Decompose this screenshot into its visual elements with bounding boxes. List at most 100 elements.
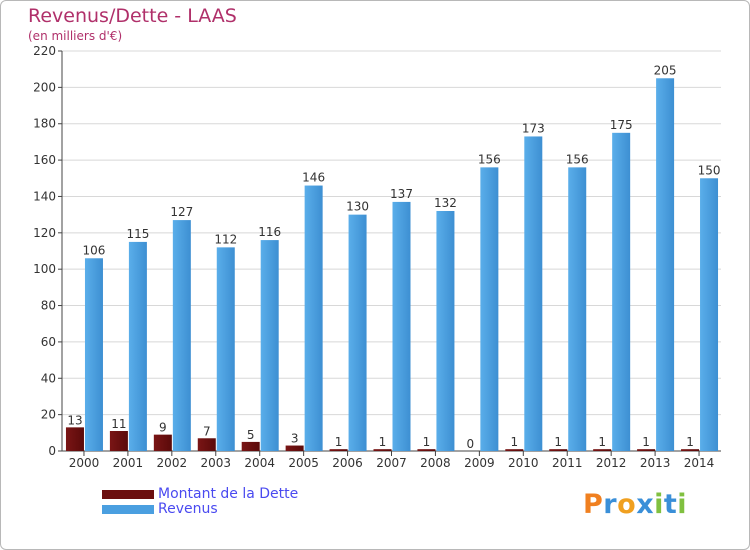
data-label-revenus: 106 (83, 243, 106, 257)
logo-letter: i (677, 489, 688, 520)
data-label-dette: 1 (510, 435, 518, 449)
x-tick-label: 2007 (376, 456, 407, 470)
x-tick-label: 2013 (640, 456, 671, 470)
x-tick-label: 2000 (69, 456, 100, 470)
chart-title: Revenus/Dette - LAAS (28, 5, 237, 27)
logo-letter: t (663, 489, 678, 520)
y-tick-label: 80 (41, 299, 56, 313)
bar-dette (65, 427, 84, 451)
bar-revenus (568, 167, 587, 451)
bar-revenus (480, 167, 499, 451)
data-label-revenus: 116 (258, 225, 281, 239)
x-tick-label: 2014 (684, 456, 715, 470)
bar-dette (197, 438, 216, 451)
bar-revenus (524, 136, 543, 452)
bar-dette (681, 449, 700, 451)
y-tick-label: 140 (33, 189, 56, 203)
y-tick-label: 220 (33, 44, 56, 58)
bar-dette (153, 434, 172, 451)
bar-revenus (128, 241, 147, 451)
data-label-revenus: 132 (434, 196, 457, 210)
data-label-revenus: 205 (654, 63, 677, 77)
data-label-dette: 1 (686, 435, 694, 449)
bar-revenus (392, 201, 411, 451)
chart-subtitle: (en milliers d'€) (28, 29, 123, 43)
y-tick-label: 40 (41, 371, 56, 385)
bar-revenus (700, 178, 719, 452)
data-label-dette: 0 (467, 437, 475, 451)
legend-label-dette: Montant de la Dette (158, 486, 299, 502)
x-tick-label: 2002 (157, 456, 188, 470)
bar-dette (329, 449, 348, 451)
data-label-revenus: 130 (346, 200, 369, 214)
y-tick-label: 100 (33, 262, 56, 276)
x-tick-label: 2012 (596, 456, 627, 470)
bar-revenus (260, 240, 279, 451)
bars (65, 78, 719, 452)
logo-letter: x (636, 489, 655, 520)
y-tick-label: 20 (41, 408, 56, 422)
data-label-revenus: 115 (126, 227, 149, 241)
y-tick-label: 200 (33, 80, 56, 94)
bar-revenus (656, 78, 675, 451)
x-tick-label: 2003 (200, 456, 231, 470)
bar-dette (373, 449, 392, 451)
bar-revenus (84, 258, 103, 451)
data-label-revenus: 156 (478, 152, 501, 166)
data-label-revenus: 150 (698, 163, 721, 177)
logo-letter: o (617, 489, 637, 520)
bar-revenus (436, 211, 455, 451)
data-label-revenus: 175 (610, 118, 633, 132)
data-label-revenus: 112 (214, 232, 237, 246)
bar-dette (549, 449, 568, 451)
data-label-revenus: 146 (302, 171, 325, 185)
bar-dette (637, 449, 656, 451)
logo-letter: r (603, 489, 618, 520)
data-label-dette: 7 (203, 424, 211, 438)
y-tick-label: 160 (33, 153, 56, 167)
y-tick-label: 60 (41, 335, 56, 349)
bar-revenus (216, 247, 235, 451)
bar-revenus (304, 185, 323, 451)
data-label-dette: 11 (111, 417, 126, 431)
data-label-dette: 1 (598, 435, 606, 449)
legend-swatch-dette (102, 490, 154, 499)
data-label-revenus: 127 (170, 205, 193, 219)
y-tick-label: 180 (33, 117, 56, 131)
data-label-dette: 1 (423, 435, 431, 449)
legend-swatch-revenus (102, 505, 154, 514)
bar-dette (593, 449, 612, 451)
y-tick-label: 120 (33, 226, 56, 240)
bar-revenus (172, 220, 191, 451)
bar-dette (109, 431, 128, 451)
bar-dette (285, 445, 304, 451)
logo-letter: i (654, 489, 664, 520)
bar-dette (241, 441, 260, 451)
data-label-revenus: 173 (522, 121, 545, 135)
bar-revenus (612, 132, 631, 451)
x-tick-label: 2010 (508, 456, 539, 470)
data-label-dette: 13 (67, 413, 82, 427)
x-tick-label: 2008 (420, 456, 451, 470)
data-label-dette: 1 (554, 435, 562, 449)
bar-revenus (348, 214, 367, 451)
data-label-dette: 1 (335, 435, 343, 449)
data-label-revenus: 156 (566, 152, 589, 166)
bar-dette (417, 449, 436, 451)
data-label-dette: 3 (291, 432, 299, 446)
legend-label-revenus: Revenus (158, 501, 218, 517)
bar-dette (505, 449, 524, 451)
gridlines (62, 50, 721, 416)
y-tick-label: 0 (48, 444, 56, 458)
value-labels: 1310611115912771125116314611301137113201… (67, 63, 720, 451)
x-tick-label: 2011 (552, 456, 583, 470)
x-tick-label: 2009 (464, 456, 495, 470)
data-label-dette: 1 (379, 435, 387, 449)
data-label-dette: 9 (159, 421, 167, 435)
data-label-dette: 1 (642, 435, 650, 449)
x-tick-label: 2005 (288, 456, 319, 470)
x-tick-label: 2004 (244, 456, 275, 470)
x-tick-label: 2006 (332, 456, 363, 470)
